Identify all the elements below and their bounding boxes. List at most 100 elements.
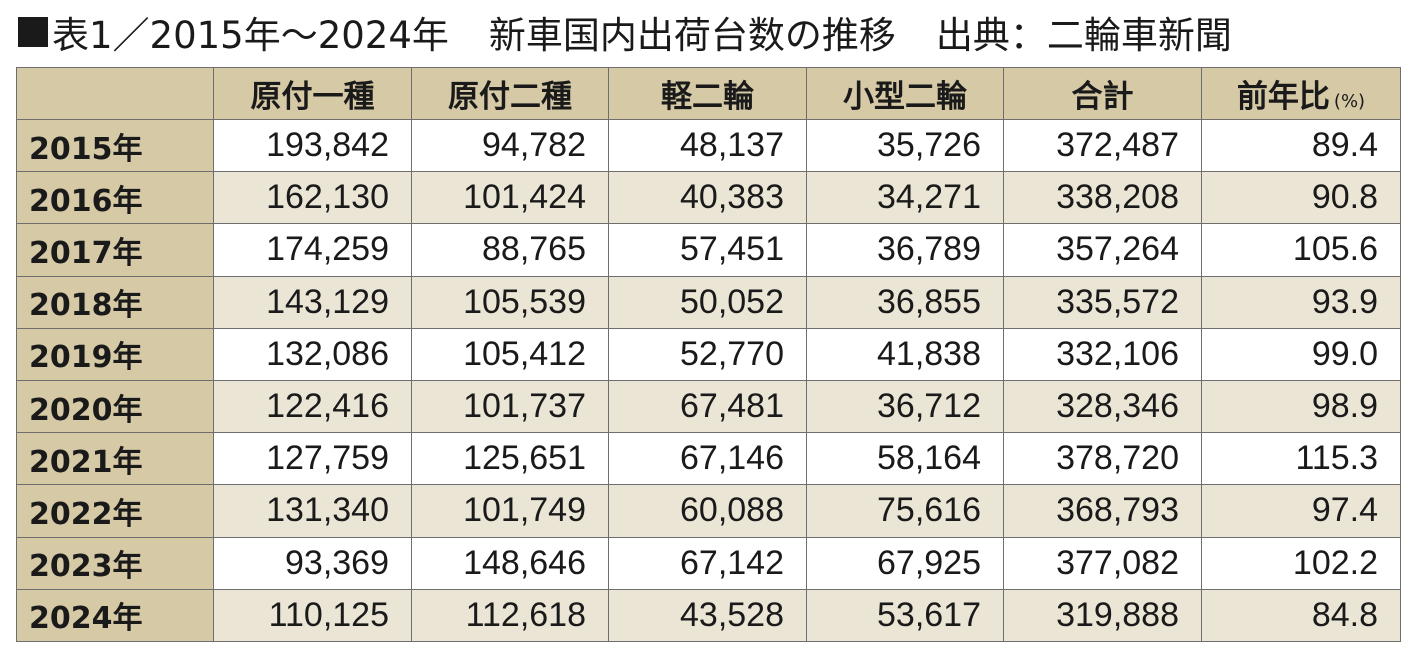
value-cell: 115.3	[1201, 432, 1401, 486]
value-cell: 93.9	[1201, 275, 1401, 329]
value-cell: 335,572	[1003, 275, 1202, 329]
value-cell: 48,137	[608, 118, 807, 173]
value-cell: 110,125	[213, 588, 412, 643]
column-header-label: 原付一種	[250, 79, 375, 115]
value-cell: 127,759	[213, 432, 412, 486]
value-cell: 102.2	[1201, 536, 1401, 590]
value-cell: 34,271	[806, 171, 1004, 225]
column-header: 軽二輪	[608, 67, 807, 120]
value-cell: 377,082	[1003, 536, 1202, 590]
value-cell: 319,888	[1003, 588, 1202, 643]
value-cell: 332,106	[1003, 327, 1202, 381]
header-corner-cell	[16, 67, 214, 120]
value-cell: 67,481	[608, 379, 807, 434]
year-cell: 2017年	[16, 223, 214, 277]
value-cell: 122,416	[213, 379, 412, 434]
value-cell: 53,617	[806, 588, 1004, 643]
column-header: 合計	[1003, 67, 1202, 120]
value-cell: 36,855	[806, 275, 1004, 329]
value-cell: 125,651	[411, 432, 609, 486]
value-cell: 60,088	[608, 484, 807, 538]
value-cell: 101,749	[411, 484, 609, 538]
column-header: 小型二輪	[806, 67, 1004, 120]
value-cell: 368,793	[1003, 484, 1202, 538]
value-cell: 98.9	[1201, 379, 1401, 434]
year-cell: 2024年	[16, 588, 214, 643]
table-row: 2019年 132,086 105,412 52,770 41,838 332,106 99…	[16, 327, 1401, 381]
header-row: 原付一種 原付二種 軽二輪 小型二輪 合計 前年比 (%)	[16, 67, 1401, 120]
column-header: 原付一種	[213, 67, 412, 120]
value-cell: 112,618	[411, 588, 609, 643]
value-cell: 43,528	[608, 588, 807, 643]
value-cell: 36,789	[806, 223, 1004, 277]
value-cell: 174,259	[213, 223, 412, 277]
value-cell: 75,616	[806, 484, 1004, 538]
table-row: 2020年 122,416 101,737 67,481 36,712 328,346 98…	[16, 379, 1401, 434]
value-cell: 105,412	[411, 327, 609, 381]
value-cell: 50,052	[608, 275, 807, 329]
value-cell: 67,146	[608, 432, 807, 486]
table-row: 2021年 127,759 125,651 67,146 58,164 378,720 11…	[16, 432, 1401, 486]
value-cell: 105.6	[1201, 223, 1401, 277]
column-header-unit: (%)	[1333, 91, 1366, 112]
year-cell: 2016年	[16, 171, 214, 225]
column-header-label: 合計	[1071, 79, 1134, 115]
value-cell: 90.8	[1201, 171, 1401, 225]
square-marker-icon	[18, 17, 48, 47]
value-cell: 143,129	[213, 275, 412, 329]
column-header-label: 前年比	[1236, 79, 1330, 115]
value-cell: 40,383	[608, 171, 807, 225]
table-row: 2022年 131,340 101,749 60,088 75,616 368,793 97…	[16, 484, 1401, 538]
value-cell: 357,264	[1003, 223, 1202, 277]
value-cell: 162,130	[213, 171, 412, 225]
value-cell: 35,726	[806, 118, 1004, 173]
value-cell: 328,346	[1003, 379, 1202, 434]
year-cell: 2023年	[16, 536, 214, 590]
year-cell: 2018年	[16, 275, 214, 329]
value-cell: 105,539	[411, 275, 609, 329]
value-cell: 93,369	[213, 536, 412, 590]
value-cell: 67,925	[806, 536, 1004, 590]
table-row: 2017年 174,259 88,765 57,451 36,789 357,264 105…	[16, 223, 1401, 277]
value-cell: 84.8	[1201, 588, 1401, 643]
value-cell: 101,424	[411, 171, 609, 225]
year-cell: 2019年	[16, 327, 214, 381]
value-cell: 58,164	[806, 432, 1004, 486]
value-cell: 94,782	[411, 118, 609, 173]
value-cell: 36,712	[806, 379, 1004, 434]
value-cell: 99.0	[1201, 327, 1401, 381]
column-header: 原付二種	[411, 67, 609, 120]
table-label: 表1／2015年～2024年	[52, 14, 449, 57]
value-cell: 148,646	[411, 536, 609, 590]
value-cell: 67,142	[608, 536, 807, 590]
value-cell: 89.4	[1201, 118, 1401, 173]
table-source: 出典：二輪車新聞	[935, 14, 1232, 57]
column-header-label: 原付二種	[448, 79, 572, 115]
table-row: 2023年 93,369 148,646 67,142 67,925 377,082 102…	[16, 536, 1401, 590]
shipments-table: 原付一種 原付二種 軽二輪 小型二輪 合計 前年比 (%) 2015年 193,842 94,7…	[16, 67, 1401, 643]
table-title: 表1／2015年～2024年 新車国内出荷台数の推移 出典：二輪車新聞	[18, 6, 1232, 58]
value-cell: 57,451	[608, 223, 807, 277]
table-subject: 新車国内出荷台数の推移	[488, 14, 896, 57]
year-cell: 2022年	[16, 484, 214, 538]
table-row: 2015年 193,842 94,782 48,137 35,726 372,487 89.…	[16, 118, 1401, 173]
year-cell: 2015年	[16, 118, 214, 173]
table-row: 2018年 143,129 105,539 50,052 36,855 335,572 93…	[16, 275, 1401, 329]
value-cell: 41,838	[806, 327, 1004, 381]
column-header-label: 軽二輪	[661, 79, 754, 115]
value-cell: 88,765	[411, 223, 609, 277]
column-header-label: 小型二輪	[843, 79, 967, 115]
table-row: 2016年 162,130 101,424 40,383 34,271 338,208 90…	[16, 171, 1401, 225]
value-cell: 101,737	[411, 379, 609, 434]
value-cell: 97.4	[1201, 484, 1401, 538]
value-cell: 131,340	[213, 484, 412, 538]
value-cell: 338,208	[1003, 171, 1202, 225]
table-body: 2015年 193,842 94,782 48,137 35,726 372,487 89.…	[16, 118, 1401, 643]
value-cell: 132,086	[213, 327, 412, 381]
year-cell: 2020年	[16, 379, 214, 434]
year-cell: 2021年	[16, 432, 214, 486]
table-row: 2024年 110,125 112,618 43,528 53,617 319,888 84…	[16, 588, 1401, 643]
value-cell: 372,487	[1003, 118, 1202, 173]
column-header: 前年比 (%)	[1201, 67, 1401, 120]
value-cell: 193,842	[213, 118, 412, 173]
